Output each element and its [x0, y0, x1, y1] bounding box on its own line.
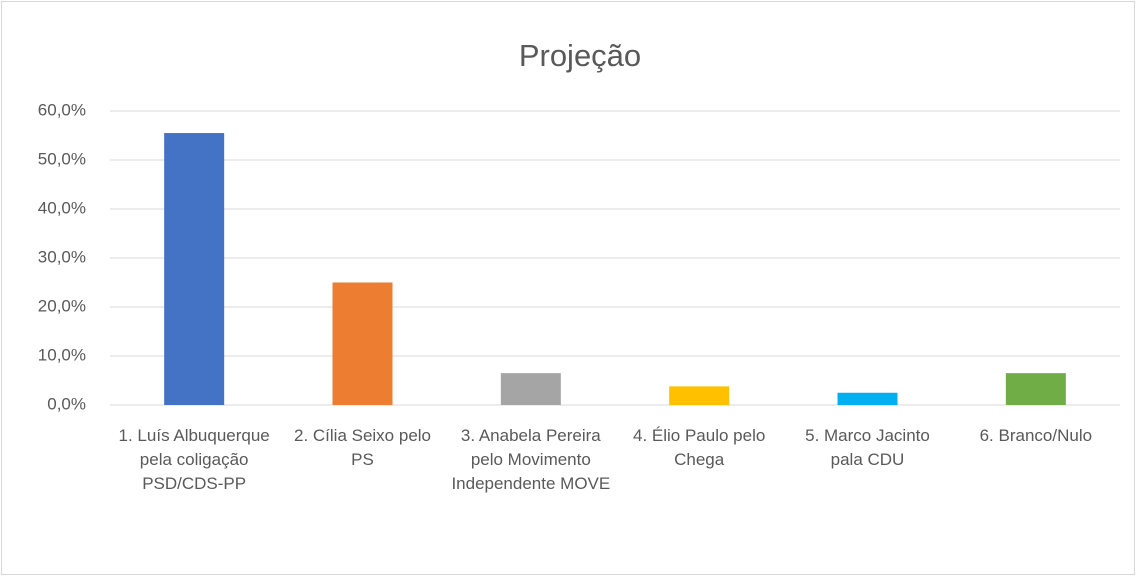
y-tick-label: 40,0% [38, 198, 86, 217]
y-tick-label: 60,0% [38, 100, 86, 119]
y-tick-label: 30,0% [38, 247, 86, 266]
x-tick-label: 6. Branco/Nulo [979, 426, 1093, 445]
bar [669, 386, 730, 405]
x-tick-label: 2. Cília Seixo pelo PS [293, 426, 432, 469]
bar [1005, 373, 1066, 405]
chart-title: Projeção [519, 38, 641, 73]
bar [164, 133, 225, 406]
x-tick-label: 4. Élio Paulo pelo Chega [632, 426, 766, 469]
y-tick-label: 10,0% [38, 345, 86, 364]
x-tick-label: 1. Luís Albuquerque pela coligação PSD/C… [118, 426, 270, 493]
y-tick-label: 0,0% [47, 394, 86, 413]
y-tick-label: 20,0% [38, 296, 86, 315]
y-tick-label: 50,0% [38, 149, 86, 168]
bar [332, 282, 393, 405]
bar [500, 373, 561, 405]
bar [837, 392, 898, 405]
x-tick-label: 5. Marco Jacinto pala CDU [805, 426, 930, 469]
x-tick-label: 3. Anabela Pereira pelo Movimento Indepe… [451, 426, 611, 493]
